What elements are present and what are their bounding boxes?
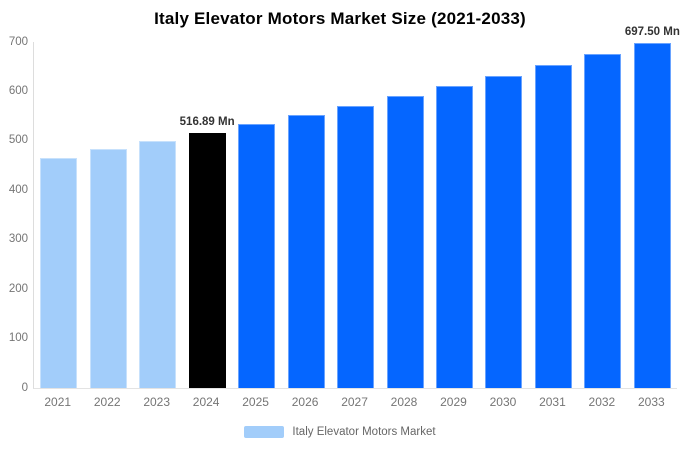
bar-slot — [281, 42, 330, 388]
x-axis-label: 2027 — [341, 395, 368, 409]
bar-slot: 697.50 Mn — [625, 26, 680, 388]
y-axis-tick-label: 400 — [8, 183, 28, 196]
plot-area: 516.89 Mn 697.50 Mn — [33, 26, 680, 389]
bar-2022[interactable] — [89, 149, 127, 388]
x-axis-label: 2025 — [242, 395, 269, 409]
y-axis: 0 100 200 300 400 500 600 700 — [0, 36, 28, 393]
x-axis: 2021 2022 2023 2024 2025 2026 2027 2028 2029 2030… — [33, 395, 676, 409]
x-axis-label: 2032 — [588, 395, 616, 409]
x-axis-label: 2028 — [390, 395, 418, 409]
legend-swatch — [244, 426, 285, 438]
y-axis-tick-label: 100 — [8, 331, 28, 344]
bar-annotation: 516.89 Mn — [179, 115, 235, 128]
bar-slot — [479, 42, 528, 388]
bar-slot — [83, 42, 132, 388]
y-axis-tick-label: 600 — [8, 84, 28, 97]
x-axis-label: 2021 — [44, 395, 72, 409]
bar-slot — [529, 42, 578, 388]
bar-2031[interactable] — [534, 65, 572, 388]
bar-slot — [331, 42, 380, 388]
y-axis-tick-label: 200 — [8, 282, 28, 295]
bar-slot: 516.89 Mn — [180, 42, 235, 388]
x-axis-label: 2031 — [539, 395, 566, 409]
bar-2025[interactable] — [238, 123, 276, 388]
y-axis-tick-label: 500 — [8, 134, 28, 147]
bar-2026[interactable] — [287, 114, 325, 388]
bar-2028[interactable] — [386, 96, 424, 388]
x-axis-label: 2029 — [440, 395, 467, 409]
bar-2033[interactable] — [633, 43, 671, 388]
bar-slot — [34, 42, 83, 388]
x-axis-label: 2022 — [93, 395, 121, 409]
bar-2021[interactable] — [40, 157, 78, 388]
bar-slot — [380, 42, 429, 388]
y-axis-tick-label: 700 — [8, 35, 28, 48]
bar-2027[interactable] — [337, 105, 375, 388]
bar-2024[interactable] — [188, 132, 226, 388]
bar-2030[interactable] — [485, 75, 523, 388]
bar-slot — [430, 42, 479, 388]
legend[interactable]: Italy Elevator Motors Market — [0, 426, 680, 438]
x-axis-label: 2033 — [638, 395, 665, 409]
legend-label: Italy Elevator Motors Market — [292, 426, 436, 438]
bar-annotation: 697.50 Mn — [624, 26, 680, 39]
bar-2023[interactable] — [139, 141, 177, 388]
bar-slot — [578, 42, 627, 388]
bar-slot — [232, 42, 281, 388]
x-axis-label: 2030 — [489, 395, 517, 409]
y-axis-tick-label: 0 — [21, 381, 28, 394]
bar-slot — [133, 42, 182, 388]
x-axis-label: 2026 — [291, 395, 319, 409]
chart-title: Italy Elevator Motors Market Size (2021-… — [154, 9, 526, 28]
x-axis-label: 2023 — [143, 395, 171, 409]
bar-2032[interactable] — [584, 54, 622, 388]
y-axis-tick-label: 300 — [8, 232, 28, 245]
x-axis-label: 2024 — [192, 395, 220, 409]
bar-2029[interactable] — [435, 86, 473, 388]
